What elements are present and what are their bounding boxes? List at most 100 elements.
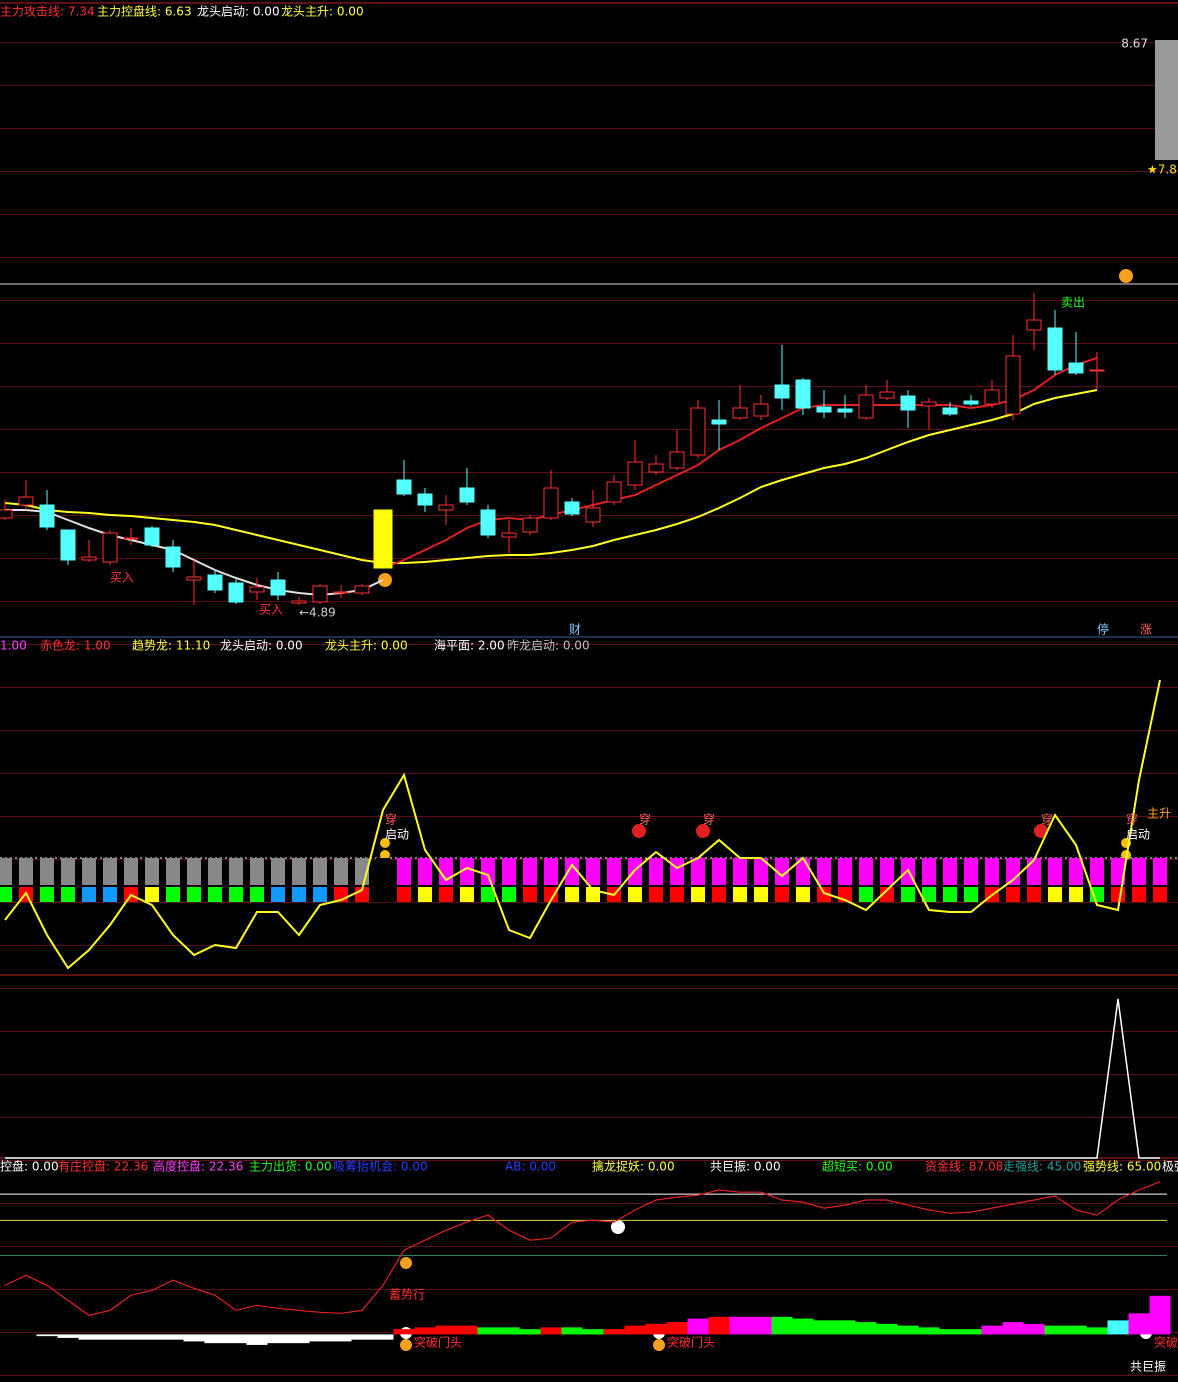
legend-item: 主力出货: 0.00 <box>249 1159 332 1174</box>
state-cell <box>82 887 96 902</box>
candle-body <box>270 579 286 596</box>
signal: 买入 <box>259 603 283 617</box>
candle-body <box>753 403 769 417</box>
state-cell <box>187 858 201 885</box>
state-cell <box>691 887 705 902</box>
legend-item: 吸筹抬机会: 0.00 <box>333 1160 428 1174</box>
legend-item: 趋势龙: 11.10 <box>132 639 210 653</box>
state-cell <box>901 887 915 902</box>
candle-body <box>564 501 580 515</box>
state-cell <box>292 858 306 885</box>
bar <box>57 1334 79 1338</box>
state-cell <box>607 858 621 885</box>
state-cell <box>271 887 285 902</box>
legend-item: 有庄控盘: 22.36 <box>58 1159 148 1174</box>
candle-body <box>984 389 1000 405</box>
state-cell <box>922 887 936 902</box>
state-cell <box>1111 887 1125 902</box>
state-cell <box>523 858 537 885</box>
low-label: ←4.89 <box>299 606 336 620</box>
candle-body <box>522 517 538 533</box>
candle-body <box>1005 355 1021 415</box>
state-cell <box>859 887 873 902</box>
state-cell <box>775 858 789 885</box>
bar <box>939 1329 961 1335</box>
state-cell <box>565 887 579 902</box>
candle-body <box>1047 327 1063 371</box>
candle-body <box>837 408 853 413</box>
state-cell <box>61 887 75 902</box>
bar <box>162 1334 184 1340</box>
state-cell <box>439 887 453 902</box>
legend-item: 高度控盘: 22.36 <box>153 1159 243 1174</box>
bar <box>708 1316 730 1335</box>
state-cell <box>481 858 495 885</box>
state-cell <box>502 887 516 902</box>
bar <box>141 1334 163 1340</box>
candle-body <box>373 509 393 569</box>
signal: 主升 <box>1147 807 1171 821</box>
state-cell <box>544 858 558 885</box>
legend-item: 资金线: 87.08 <box>925 1159 1003 1174</box>
candle-body <box>207 574 223 591</box>
state-cell <box>586 858 600 885</box>
bar <box>393 1329 415 1335</box>
bar <box>309 1334 331 1342</box>
bar <box>456 1325 478 1335</box>
bar <box>246 1334 268 1345</box>
state-cell <box>880 887 894 902</box>
candle-body <box>690 407 706 456</box>
signal: 启动 <box>385 828 409 842</box>
candle-body <box>879 391 895 399</box>
candle-body <box>942 407 958 415</box>
state-cell <box>0 887 12 902</box>
bar <box>981 1325 1003 1335</box>
bar <box>1149 1295 1171 1335</box>
candle-body <box>900 395 916 411</box>
state-cell <box>103 858 117 885</box>
candle-body <box>18 496 34 506</box>
candle-body <box>732 407 748 419</box>
icon <box>378 573 392 587</box>
bar <box>372 1334 394 1340</box>
state-cell <box>943 887 957 902</box>
candle-body <box>543 487 559 519</box>
candle-body <box>711 419 727 425</box>
state-cell <box>754 887 768 902</box>
legend-item: 龙头主升: 0.00 <box>281 5 364 19</box>
state-cell <box>1111 858 1125 885</box>
candle-body <box>963 400 979 405</box>
legend-item: 1.00 <box>0 639 27 653</box>
bar <box>771 1316 793 1335</box>
icon <box>632 824 646 838</box>
state-cell <box>775 887 789 902</box>
legend-item: 走强线: 45.00 <box>1003 1160 1081 1174</box>
bar <box>561 1327 583 1335</box>
bar <box>603 1329 625 1335</box>
candle-body <box>627 461 643 486</box>
legend-item: 主力控盘线: 6.63 <box>97 4 192 19</box>
state-cell <box>19 858 33 885</box>
state-cell <box>649 858 663 885</box>
state-cell <box>229 887 243 902</box>
candle-body <box>417 493 433 506</box>
state-cell <box>334 858 348 885</box>
candle-body <box>312 585 328 603</box>
state-cell <box>1090 887 1104 902</box>
candle-body <box>1089 369 1105 372</box>
bar <box>435 1325 457 1335</box>
bar <box>834 1320 856 1335</box>
bar <box>477 1327 499 1335</box>
candle-body <box>0 509 13 519</box>
bar <box>225 1334 247 1344</box>
state-cell <box>1027 858 1041 885</box>
state-cell <box>502 858 516 885</box>
state-cell <box>250 858 264 885</box>
signal: 穿 <box>639 812 651 827</box>
state-cell <box>1006 887 1020 902</box>
signal: 突破门头 <box>414 1335 462 1350</box>
bar <box>1107 1320 1129 1335</box>
candle-body <box>648 463 664 473</box>
candle-body <box>165 546 181 568</box>
state-cell <box>838 858 852 885</box>
